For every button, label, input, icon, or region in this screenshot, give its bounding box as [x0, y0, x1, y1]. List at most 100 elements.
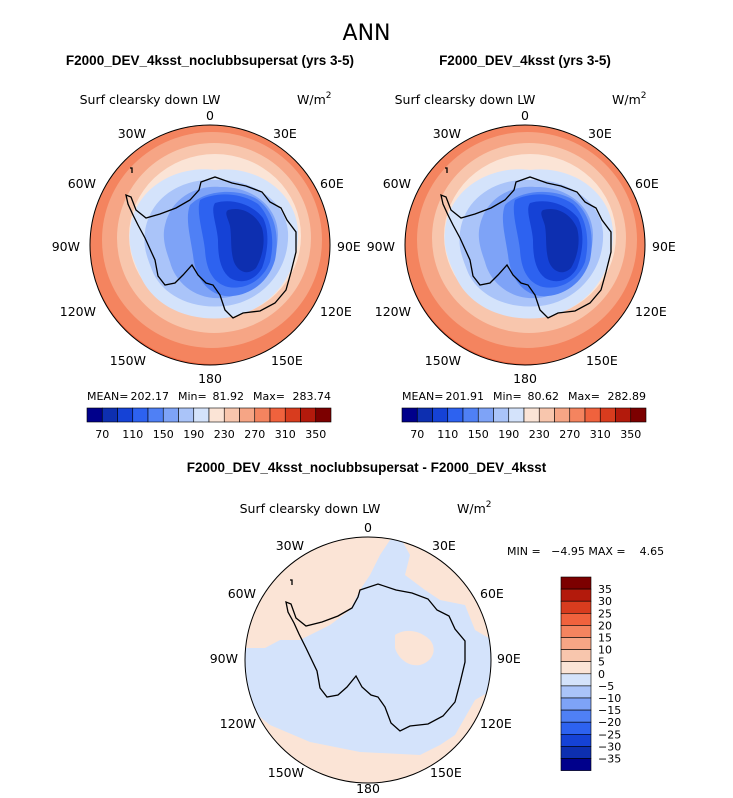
lon-label-120e: 120E	[480, 716, 512, 731]
right-cbar-tick-label: 350	[620, 428, 641, 441]
right-cbar-swatch-12	[584, 407, 601, 423]
right-cbar-swatch-7	[508, 407, 525, 423]
panel-right-title: F2000_DEV_4ksst (yrs 3-5)	[439, 53, 611, 68]
diff-cbar-swatch-15	[560, 758, 592, 771]
diff-cbar-swatch-3	[560, 612, 592, 626]
left-cbar-swatch-8	[208, 407, 225, 423]
lon-label-180: 180	[356, 781, 380, 796]
right-cbar-swatch-4	[462, 407, 479, 423]
lon-label-150w: 150W	[268, 765, 304, 780]
panel-left-coastline	[125, 167, 297, 319]
right-min-label: Min=	[493, 390, 522, 403]
panel-right-variable: Surf clearsky down LW	[395, 92, 536, 107]
left-cbar-tick-label: 230	[214, 428, 235, 441]
right-cbar-swatch-9	[538, 407, 555, 423]
lon-label-120w: 120W	[220, 716, 256, 731]
diff-cbar-swatch-2	[560, 600, 592, 614]
right-cbar-swatch-6	[493, 407, 510, 423]
left-cbar-swatch-7	[193, 407, 210, 423]
diff-cbar-tick-label: 0	[598, 668, 605, 681]
left-cbar-tick-label: 110	[122, 428, 143, 441]
right-cbar-swatch-13	[599, 407, 616, 423]
panel-diff: F2000_DEV_4ksst_noclubbsupersat - F2000_…	[187, 460, 664, 796]
right-cbar-tick-label: 110	[437, 428, 458, 441]
lon-label-120e: 120E	[320, 304, 352, 319]
right-max-value: 282.89	[608, 390, 647, 403]
right-cbar-tick-label: 150	[468, 428, 489, 441]
diff-cbar-swatch-14	[560, 746, 592, 759]
panel-diff-units: W/m2	[457, 500, 491, 516]
lon-label-60e: 60E	[480, 586, 504, 601]
panel-diff-coastline	[285, 579, 466, 732]
panel-right-map-border	[404, 124, 646, 366]
diff-cbar-tick-label: −10	[598, 692, 621, 705]
diff-cbar-swatch-5	[560, 637, 592, 650]
diff-cbar-tick-label: 20	[598, 619, 612, 632]
panel-right-colorbar: 70 110 150 190 230 270 310 350	[401, 407, 647, 441]
right-cbar-tick-label: 230	[529, 428, 550, 441]
diff-cbar-swatch-0	[560, 576, 592, 590]
diff-cbar-tick-label: −20	[598, 716, 621, 729]
right-mean-label: MEAN=	[402, 390, 443, 403]
panel-right-coastline	[440, 167, 612, 319]
lon-label-90e: 90E	[652, 239, 676, 254]
lon-label-120w: 120W	[375, 304, 411, 319]
left-min-value: 81.92	[213, 390, 245, 403]
right-cbar-tick-label: 310	[590, 428, 611, 441]
panel-left-map-border	[89, 124, 331, 366]
panel-left-longitude-labels: 0 30E 60E 90E 120E 150E 180 150W 120W 90…	[52, 108, 361, 386]
diff-cbar-tick-label: −5	[598, 680, 614, 693]
lon-label-90e: 90E	[337, 239, 361, 254]
left-cbar-tick-label: 150	[153, 428, 174, 441]
panel-left-stats: MEAN= 202.17 Min= 81.92 Max= 283.74	[87, 390, 331, 403]
right-max-label: Max=	[568, 390, 600, 403]
panel-right-stats: MEAN= 201.91 Min= 80.62 Max= 282.89	[402, 390, 646, 403]
lon-label-30e: 30E	[273, 126, 297, 141]
right-cbar-swatch-11	[569, 407, 586, 423]
lon-label-0: 0	[206, 108, 214, 123]
lon-label-30e: 30E	[432, 538, 456, 553]
panel-left-title: F2000_DEV_4ksst_noclubbsupersat (yrs 3-5…	[66, 53, 354, 68]
diff-cbar-swatch-9	[560, 685, 592, 699]
lon-label-90e: 90E	[497, 651, 521, 666]
diff-cbar-swatch-7	[560, 661, 592, 675]
lon-label-180: 180	[513, 371, 537, 386]
left-cbar-swatch-3	[132, 407, 149, 423]
diff-cbar-swatch-11	[560, 709, 592, 723]
lon-label-180: 180	[198, 371, 222, 386]
diff-cbar-swatch-12	[560, 721, 592, 735]
lon-label-90w: 90W	[367, 239, 395, 254]
panel-left-variable: Surf clearsky down LW	[80, 92, 221, 107]
left-cbar-swatch-1	[101, 407, 118, 423]
diff-cbar-swatch-8	[560, 673, 592, 687]
lon-label-90w: 90W	[52, 239, 80, 254]
lon-label-90w: 90W	[210, 651, 238, 666]
lon-label-120w: 120W	[60, 304, 96, 319]
lon-label-60e: 60E	[635, 176, 659, 191]
panel-left: F2000_DEV_4ksst_noclubbsupersat (yrs 3-5…	[52, 53, 361, 441]
left-cbar-swatch-5	[162, 407, 179, 423]
panel-left-units: W/m2	[297, 91, 331, 107]
left-cbar-tick-label: 350	[305, 428, 326, 441]
panel-right-units: W/m2	[612, 91, 646, 107]
left-cbar-tick-label: 270	[244, 428, 265, 441]
right-cbar-swatch-14	[615, 407, 632, 423]
lon-label-30e: 30E	[588, 126, 612, 141]
right-cbar-swatch-0	[401, 407, 418, 423]
left-cbar-swatch-6	[178, 407, 195, 423]
left-cbar-swatch-4	[147, 407, 164, 423]
diff-cbar-tick-label: −35	[598, 753, 621, 766]
right-min-value: 80.62	[528, 390, 560, 403]
lon-label-120e: 120E	[635, 304, 667, 319]
right-cbar-swatch-1	[416, 407, 433, 423]
left-mean-label: MEAN=	[87, 390, 128, 403]
left-cbar-swatch-15	[315, 407, 332, 423]
lon-label-150w: 150W	[425, 353, 461, 368]
right-cbar-swatch-15	[630, 407, 647, 423]
lon-label-30w: 30W	[433, 126, 461, 141]
left-cbar-swatch-14	[300, 407, 317, 423]
panel-diff-longitude-labels: 0 30E 60E 90E 120E 150E 180 150W 120W 90…	[210, 520, 521, 796]
right-cbar-swatch-5	[477, 407, 494, 423]
